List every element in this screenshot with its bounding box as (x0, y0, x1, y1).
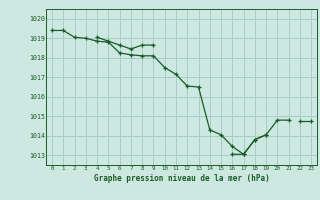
X-axis label: Graphe pression niveau de la mer (hPa): Graphe pression niveau de la mer (hPa) (94, 174, 269, 183)
